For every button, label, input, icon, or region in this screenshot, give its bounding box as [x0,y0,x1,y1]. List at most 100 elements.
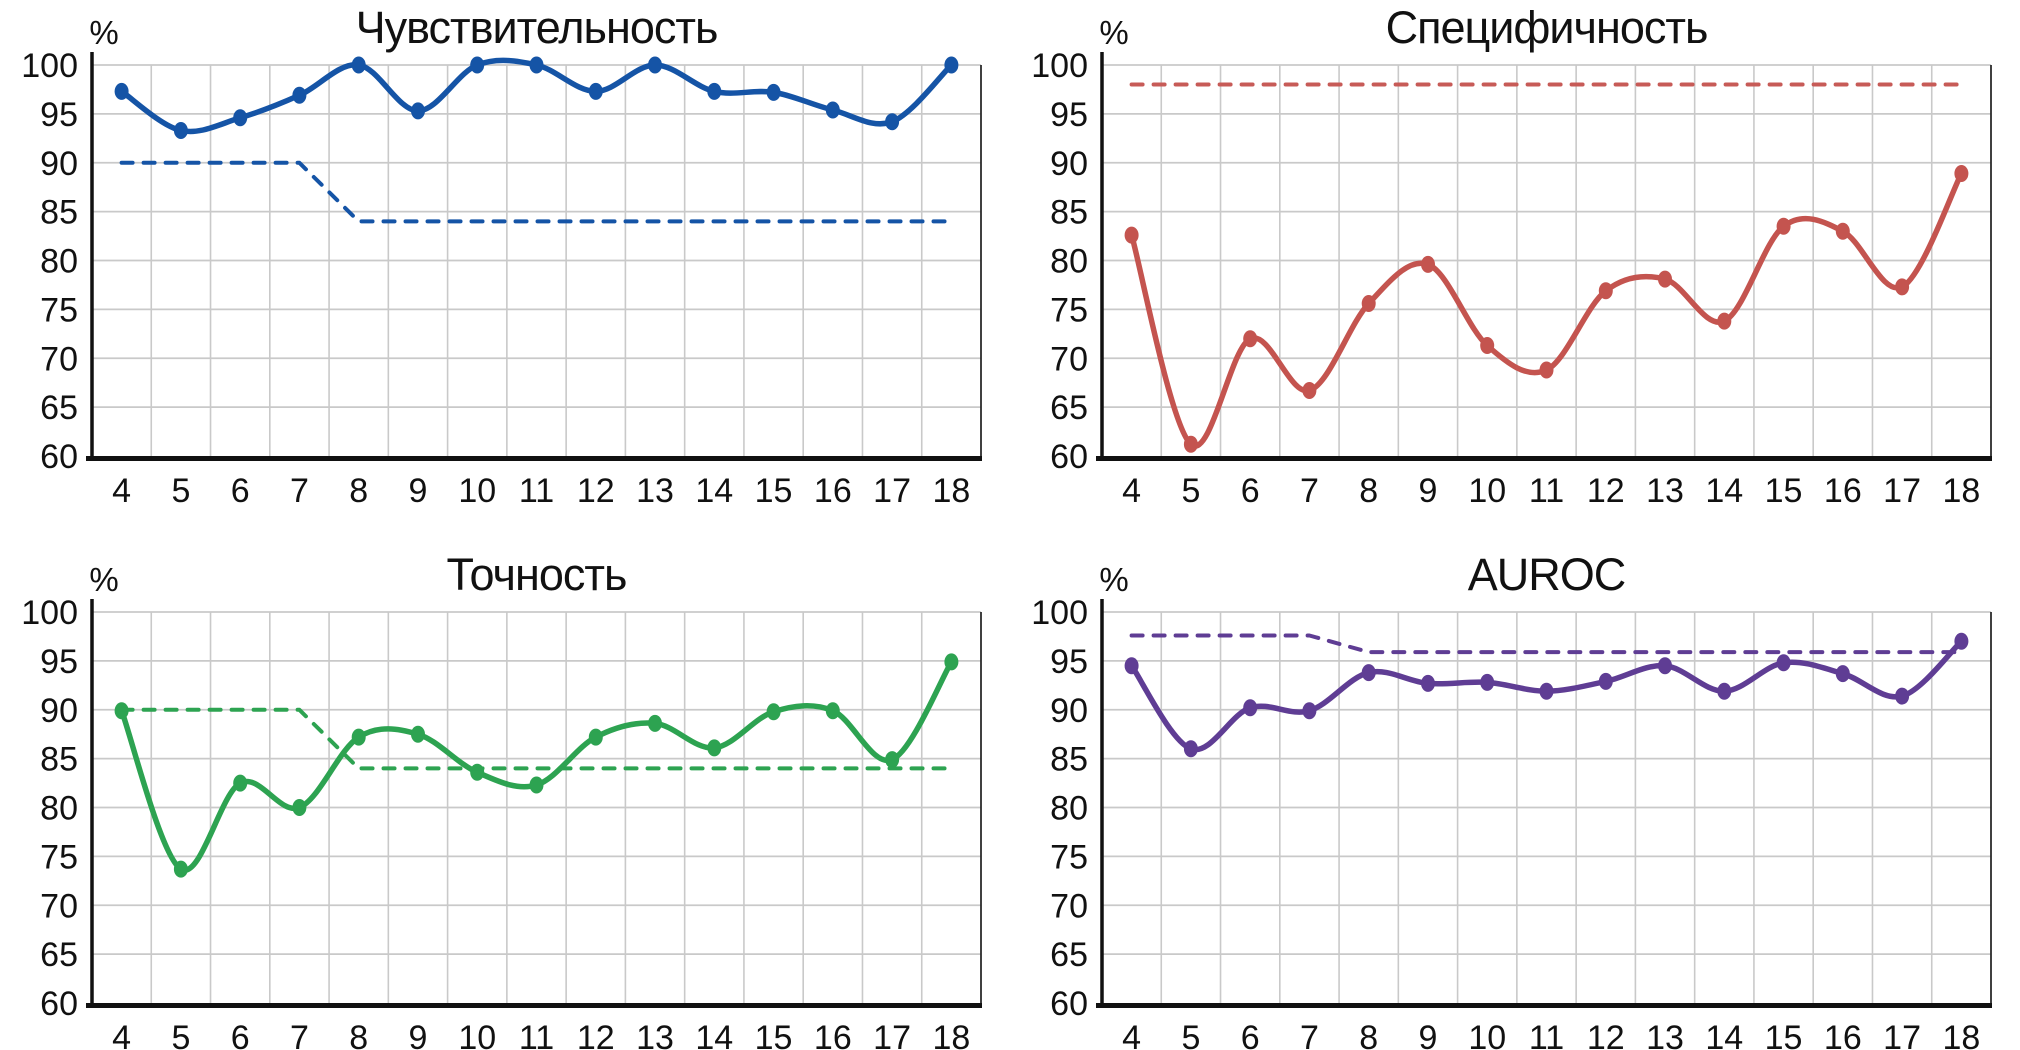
data-point-marker [885,751,900,769]
x-tick-label: 10 [458,1019,496,1050]
x-tick-label: 4 [112,472,131,510]
data-point-marker [885,113,900,131]
y-tick-label: 65 [40,389,78,427]
x-tick-label: 15 [1765,472,1803,510]
sensitivity-chart: 60 65 70 75 80 85 90 95 100 4 5 6 7 8 9 10 11 12 13 14 15 16 1… [21,47,982,510]
data-point-marker [1717,682,1732,700]
x-tick-label: 12 [1587,1019,1625,1050]
data-point-marker [1421,255,1435,273]
accuracy-chart: 60 65 70 75 80 85 90 95 100 4 5 6 7 8 9 10 11 12 13 14 15 16 1… [21,594,982,1050]
data-point-marker [1183,740,1198,758]
y-tick-label: 85 [1050,194,1088,232]
x-tick-label: 11 [1529,472,1564,510]
x-tick-label: 4 [112,1019,131,1050]
data-point-marker [1954,165,1969,182]
data-point-marker [292,799,307,816]
data-point-marker [114,82,129,100]
x-tick-label: 8 [349,472,368,510]
y-axis-unit-label: % [1099,14,1129,51]
y-tick-label: 90 [1050,692,1088,730]
auroc-chart: 60 65 70 75 80 85 90 95 100 4 5 6 7 8 9 10 11 12 13 14 15 16 1… [1031,594,1992,1050]
x-tick-label: 17 [1883,1019,1921,1050]
chart-title: Специфичность [1385,2,1709,53]
data-point-marker [944,653,959,671]
x-tick-label: 6 [1241,472,1260,510]
y-tick-label: 75 [1050,838,1088,876]
data-point-marker [1895,687,1910,705]
data-point-marker [1776,217,1791,235]
y-axis-unit-label: % [1099,561,1129,598]
y-tick-label: 80 [40,243,78,281]
y-tick-label: 85 [40,741,78,779]
data-point-marker [1835,665,1850,683]
y-tick-label: 60 [40,985,78,1023]
x-tick-label: 5 [1181,1019,1200,1050]
panel-specificity: % Специфичность 60 65 70 75 80 85 90 95 100 4 5 6 7 8… [1010,0,2020,525]
data-point-marker [411,102,425,120]
panel-auroc: % AUROC 60 65 70 75 80 85 90 95 100 4 5 6 7 8 9 10 11 12 1… [1010,525,2020,1050]
data-point-marker [825,702,840,720]
data-point-marker [766,83,781,101]
chart-title: Чувствительность [355,2,719,53]
data-point-marker [707,739,722,757]
panel-accuracy: % Точность 60 65 70 75 80 85 90 95 100 4 5 6 7 8 9 10 11… [0,525,1010,1050]
y-tick-label: 70 [1050,340,1088,378]
x-tick-label: 5 [171,1019,190,1050]
x-tick-label: 5 [1181,472,1200,510]
data-point-marker [1421,674,1435,692]
data-point-marker [1658,270,1672,288]
x-tick-label: 9 [1419,472,1438,510]
y-tick-label: 75 [1050,291,1088,329]
specificity-chart: 60 65 70 75 80 85 90 95 100 4 5 6 7 8 9 10 11 12 13 14 15 16 1… [1031,47,1992,510]
data-point-marker [173,122,188,139]
x-tick-label: 12 [1587,472,1625,510]
data-point-marker [1776,654,1791,672]
y-tick-label: 70 [1050,887,1088,925]
data-point-marker [1302,702,1317,720]
data-point-marker [1539,682,1554,700]
y-tick-label: 100 [1031,594,1088,632]
x-tick-label: 9 [409,472,428,510]
data-point-marker [1717,312,1732,330]
data-point-marker [1361,295,1376,312]
y-tick-label: 85 [1050,741,1088,779]
y-tick-label: 70 [40,887,78,925]
data-point-marker [1124,226,1139,244]
data-point-marker [173,860,188,878]
y-tick-label: 80 [1050,243,1088,281]
y-tick-label: 95 [40,643,78,681]
data-point-marker [233,109,248,127]
x-tick-label: 7 [290,1019,309,1050]
chart-title: Точность [446,549,628,600]
x-tick-label: 8 [349,1019,368,1050]
y-tick-label: 65 [1050,389,1088,427]
chart-title: AUROC [1467,549,1627,600]
data-point-marker [1658,657,1672,675]
data-point-marker [1183,435,1198,453]
x-tick-label: 12 [577,1019,615,1050]
data-point-marker [1598,672,1613,690]
x-tick-label: 16 [814,1019,852,1050]
x-tick-label: 7 [1300,1019,1319,1050]
y-tick-label: 60 [1050,438,1088,476]
y-tick-label: 65 [40,936,78,974]
data-point-marker [1243,699,1258,717]
x-tick-label: 5 [171,472,190,510]
data-point-marker [648,714,662,732]
y-tick-label: 65 [1050,936,1088,974]
x-tick-label: 18 [1942,1019,1980,1050]
x-tick-label: 13 [1646,1019,1684,1050]
y-tick-label: 70 [40,340,78,378]
data-point-marker [1302,382,1317,399]
x-tick-label: 14 [1705,472,1743,510]
y-tick-label: 60 [40,438,78,476]
x-tick-label: 8 [1359,472,1378,510]
y-tick-label: 60 [1050,985,1088,1023]
data-point-marker [1598,282,1613,300]
x-tick-label: 14 [1705,1019,1743,1050]
x-tick-label: 17 [873,472,911,510]
x-tick-label: 16 [1824,472,1862,510]
x-tick-label: 4 [1122,1019,1141,1050]
y-tick-label: 95 [40,96,78,134]
x-tick-label: 4 [1122,472,1141,510]
